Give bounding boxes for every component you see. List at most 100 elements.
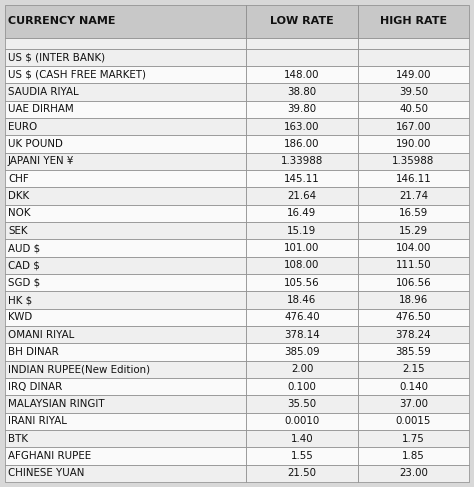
Bar bbox=[246, 274, 358, 291]
Text: BH DINAR: BH DINAR bbox=[8, 347, 59, 357]
Bar bbox=[358, 430, 469, 448]
Text: CHF: CHF bbox=[8, 174, 29, 184]
Text: 111.50: 111.50 bbox=[396, 261, 431, 270]
Bar bbox=[246, 413, 358, 430]
Bar bbox=[246, 222, 358, 240]
Bar bbox=[358, 257, 469, 274]
Bar bbox=[358, 5, 469, 38]
Bar bbox=[358, 448, 469, 465]
Text: AUD $: AUD $ bbox=[8, 243, 40, 253]
Text: CURRENCY NAME: CURRENCY NAME bbox=[8, 17, 116, 26]
Bar bbox=[246, 378, 358, 395]
Text: US $ (CASH FREE MARKET): US $ (CASH FREE MARKET) bbox=[8, 70, 146, 80]
Bar bbox=[5, 413, 246, 430]
Bar bbox=[246, 205, 358, 222]
Text: 106.56: 106.56 bbox=[396, 278, 431, 288]
Text: 1.40: 1.40 bbox=[291, 434, 313, 444]
Text: 378.24: 378.24 bbox=[396, 330, 431, 340]
Bar bbox=[5, 274, 246, 291]
Bar bbox=[246, 309, 358, 326]
Bar bbox=[358, 170, 469, 187]
Text: IRANI RIYAL: IRANI RIYAL bbox=[8, 416, 67, 427]
Bar bbox=[5, 83, 246, 101]
Bar bbox=[358, 83, 469, 101]
Bar bbox=[358, 49, 469, 66]
Text: 21.64: 21.64 bbox=[287, 191, 317, 201]
Bar bbox=[358, 118, 469, 135]
Bar bbox=[358, 274, 469, 291]
Bar bbox=[358, 343, 469, 361]
Text: UK POUND: UK POUND bbox=[8, 139, 63, 149]
Text: 2.00: 2.00 bbox=[291, 364, 313, 375]
Text: BTK: BTK bbox=[8, 434, 28, 444]
Text: 1.35988: 1.35988 bbox=[392, 156, 435, 167]
Text: 167.00: 167.00 bbox=[396, 122, 431, 131]
Text: 2.15: 2.15 bbox=[402, 364, 425, 375]
Text: 40.50: 40.50 bbox=[399, 104, 428, 114]
Text: HIGH RATE: HIGH RATE bbox=[380, 17, 447, 26]
Bar bbox=[246, 291, 358, 309]
Text: 148.00: 148.00 bbox=[284, 70, 320, 80]
Text: NOK: NOK bbox=[8, 208, 30, 218]
Text: 186.00: 186.00 bbox=[284, 139, 320, 149]
Bar bbox=[5, 38, 246, 49]
Bar bbox=[5, 49, 246, 66]
Bar bbox=[5, 309, 246, 326]
Bar bbox=[246, 135, 358, 153]
Text: SAUDIA RIYAL: SAUDIA RIYAL bbox=[8, 87, 79, 97]
Bar bbox=[5, 257, 246, 274]
Text: 39.80: 39.80 bbox=[287, 104, 317, 114]
Text: 21.50: 21.50 bbox=[288, 468, 317, 478]
Bar bbox=[5, 222, 246, 240]
Bar bbox=[5, 343, 246, 361]
Text: MALAYSIAN RINGIT: MALAYSIAN RINGIT bbox=[8, 399, 105, 409]
Text: 105.56: 105.56 bbox=[284, 278, 320, 288]
Text: JAPANI YEN ¥: JAPANI YEN ¥ bbox=[8, 156, 74, 167]
Text: UAE DIRHAM: UAE DIRHAM bbox=[8, 104, 74, 114]
Bar bbox=[5, 66, 246, 83]
Bar bbox=[246, 170, 358, 187]
Text: SGD $: SGD $ bbox=[8, 278, 40, 288]
Bar bbox=[246, 343, 358, 361]
Bar bbox=[5, 205, 246, 222]
Bar bbox=[246, 5, 358, 38]
Bar bbox=[246, 465, 358, 482]
Bar bbox=[358, 205, 469, 222]
Text: 16.49: 16.49 bbox=[287, 208, 317, 218]
Text: 378.14: 378.14 bbox=[284, 330, 320, 340]
Text: 35.50: 35.50 bbox=[287, 399, 317, 409]
Text: 108.00: 108.00 bbox=[284, 261, 320, 270]
Bar bbox=[5, 240, 246, 257]
Text: 16.59: 16.59 bbox=[399, 208, 428, 218]
Bar bbox=[246, 66, 358, 83]
Text: 18.46: 18.46 bbox=[287, 295, 317, 305]
Text: 1.55: 1.55 bbox=[291, 451, 313, 461]
Text: KWD: KWD bbox=[8, 313, 32, 322]
Bar bbox=[5, 153, 246, 170]
Text: CHINESE YUAN: CHINESE YUAN bbox=[8, 468, 84, 478]
Bar bbox=[246, 38, 358, 49]
Bar bbox=[5, 448, 246, 465]
Bar bbox=[5, 395, 246, 413]
Text: 163.00: 163.00 bbox=[284, 122, 320, 131]
Bar bbox=[246, 361, 358, 378]
Text: 104.00: 104.00 bbox=[396, 243, 431, 253]
Bar bbox=[5, 378, 246, 395]
Text: HK $: HK $ bbox=[8, 295, 32, 305]
Bar bbox=[246, 257, 358, 274]
Text: US $ (INTER BANK): US $ (INTER BANK) bbox=[8, 53, 105, 62]
Text: 476.50: 476.50 bbox=[396, 313, 431, 322]
Bar bbox=[358, 465, 469, 482]
Bar bbox=[5, 187, 246, 205]
Bar bbox=[5, 118, 246, 135]
Text: OMANI RIYAL: OMANI RIYAL bbox=[8, 330, 74, 340]
Bar bbox=[246, 240, 358, 257]
Bar bbox=[5, 326, 246, 343]
Bar bbox=[358, 187, 469, 205]
Bar bbox=[246, 101, 358, 118]
Text: 23.00: 23.00 bbox=[399, 468, 428, 478]
Text: 1.75: 1.75 bbox=[402, 434, 425, 444]
Bar bbox=[246, 83, 358, 101]
Text: 101.00: 101.00 bbox=[284, 243, 320, 253]
Text: 385.59: 385.59 bbox=[396, 347, 431, 357]
